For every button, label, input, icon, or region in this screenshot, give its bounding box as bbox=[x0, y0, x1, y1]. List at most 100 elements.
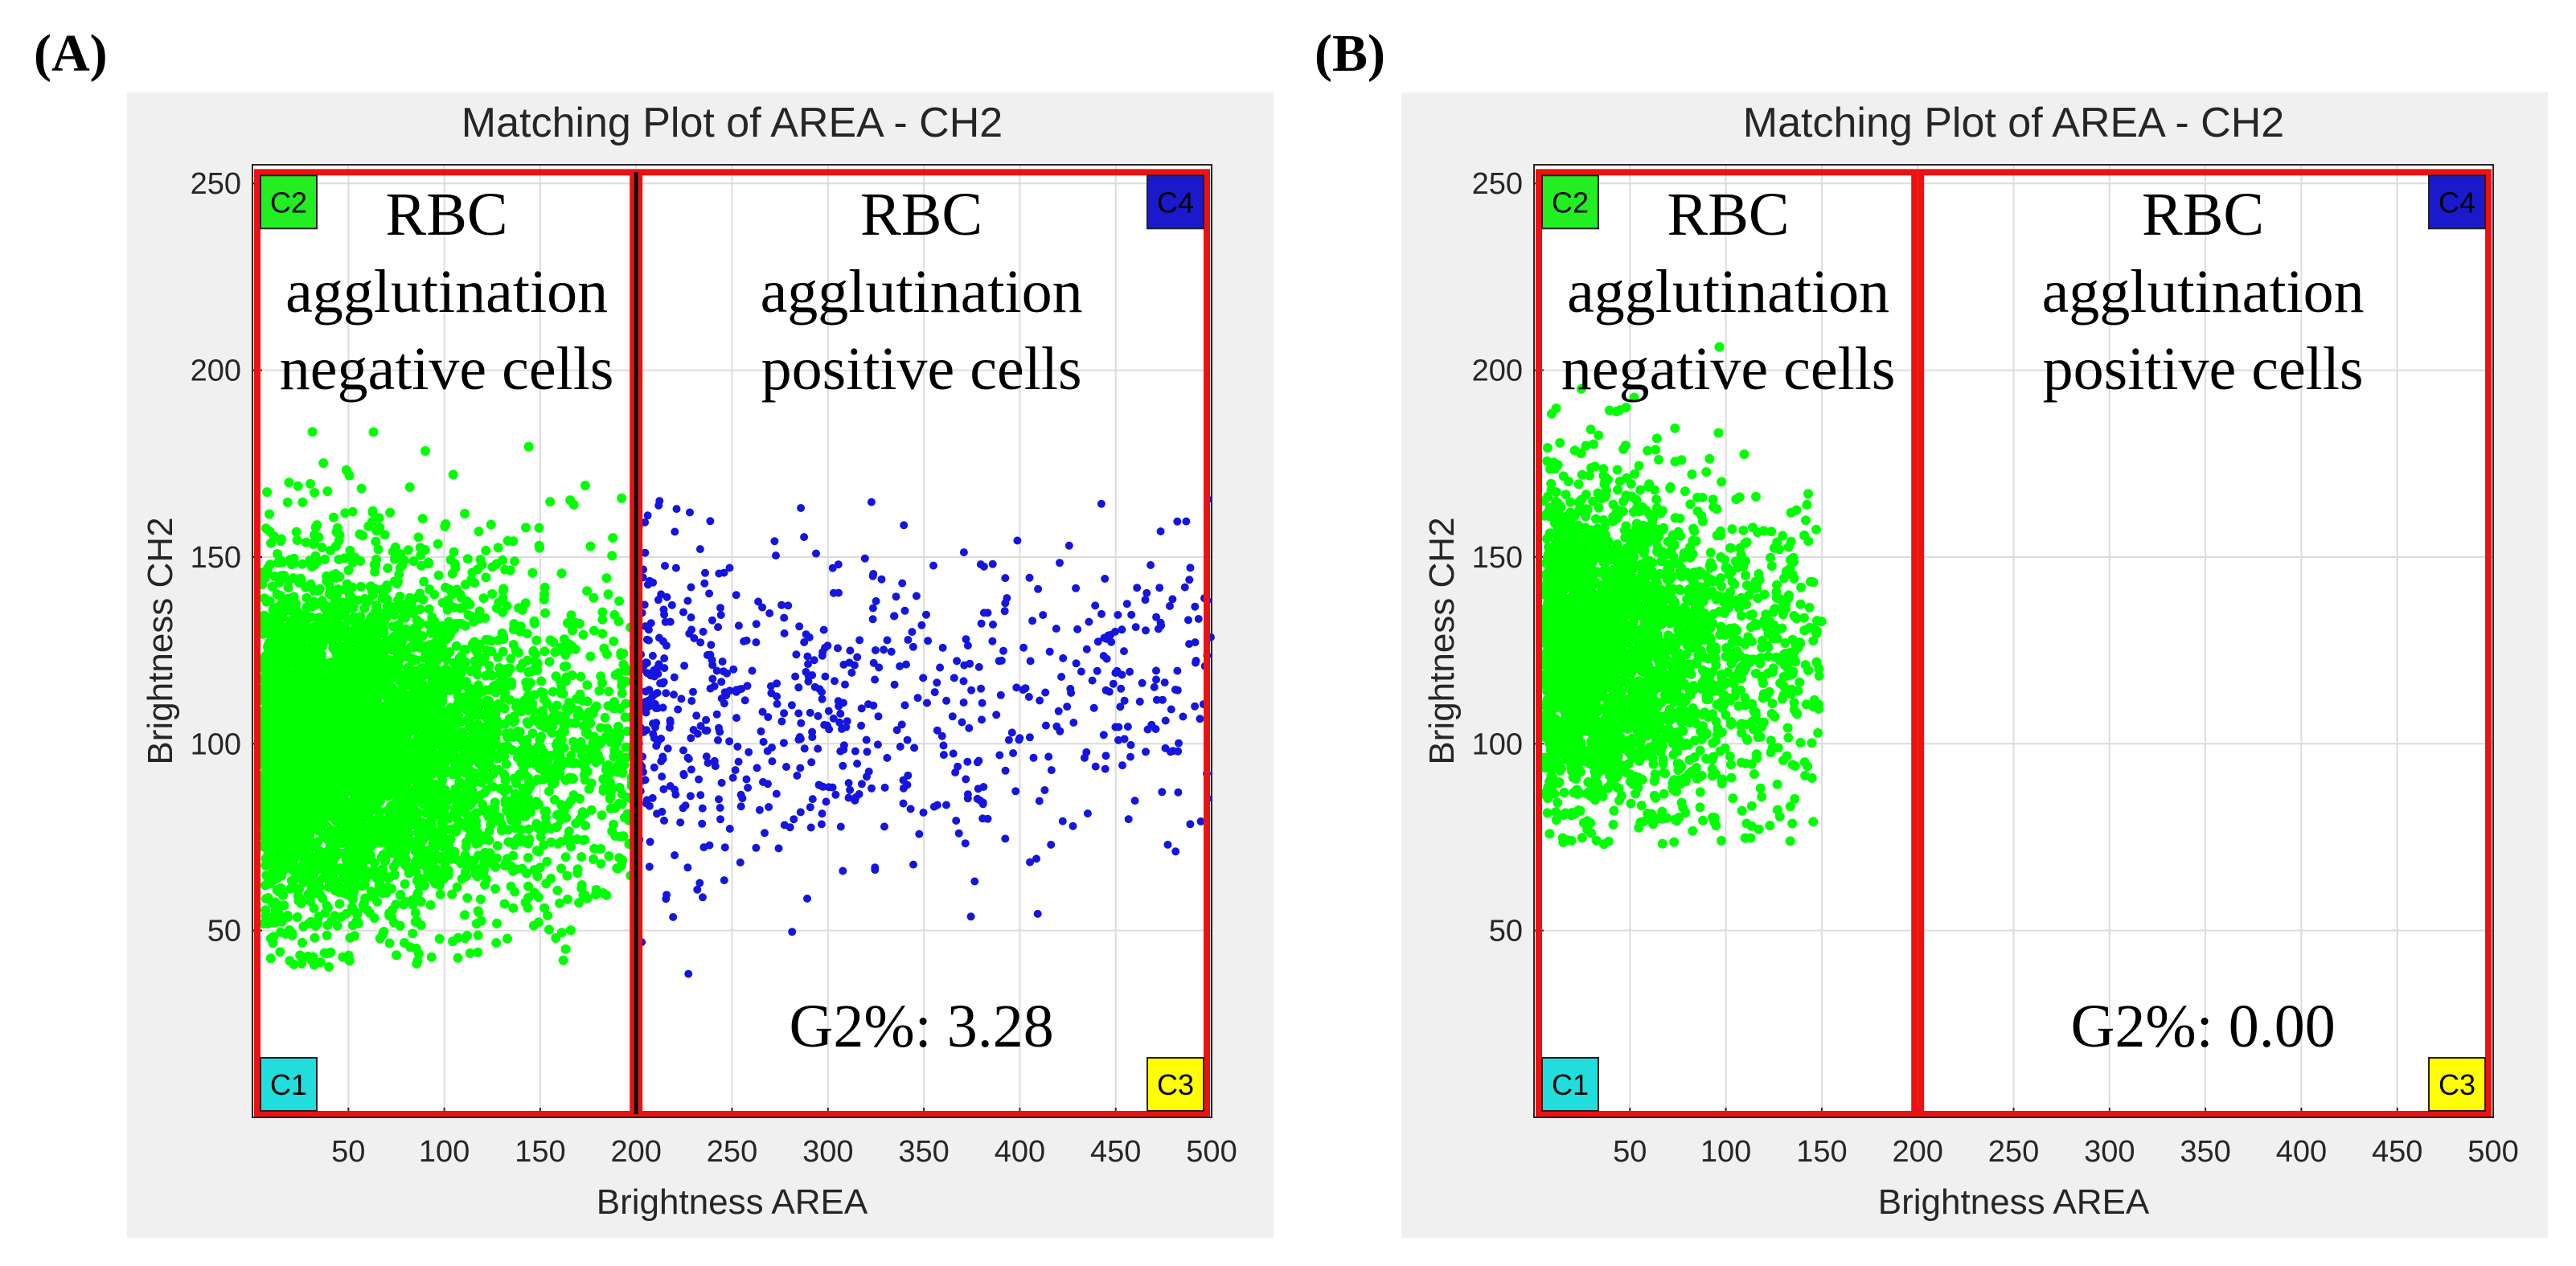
x-tick-label: 200 bbox=[610, 1135, 661, 1169]
data-point bbox=[264, 727, 274, 737]
data-point bbox=[310, 932, 320, 943]
data-point bbox=[582, 766, 593, 776]
data-point bbox=[351, 633, 362, 643]
data-point bbox=[471, 919, 482, 929]
data-point bbox=[464, 723, 474, 734]
data-point bbox=[614, 853, 625, 863]
data-point bbox=[490, 734, 501, 744]
data-point bbox=[341, 465, 351, 475]
data-point bbox=[479, 865, 490, 875]
data-point bbox=[576, 671, 586, 682]
data-point bbox=[383, 744, 393, 754]
data-point bbox=[502, 933, 512, 944]
data-point bbox=[310, 760, 321, 770]
data-point bbox=[476, 657, 486, 667]
data-point bbox=[505, 565, 515, 576]
data-point bbox=[600, 712, 610, 723]
data-point bbox=[413, 670, 424, 680]
data-point bbox=[308, 539, 318, 549]
data-point bbox=[292, 535, 302, 545]
data-point bbox=[399, 858, 409, 868]
data-point bbox=[523, 853, 533, 862]
data-point bbox=[434, 933, 445, 944]
data-point bbox=[517, 604, 527, 615]
data-point bbox=[481, 670, 491, 681]
data-point bbox=[465, 599, 475, 609]
data-point bbox=[460, 509, 470, 518]
data-point bbox=[508, 850, 519, 861]
data-point bbox=[460, 678, 470, 689]
data-point bbox=[419, 855, 429, 866]
data-point bbox=[453, 953, 463, 963]
data-point bbox=[288, 573, 298, 584]
data-point bbox=[266, 538, 276, 548]
data-point bbox=[388, 621, 398, 632]
data-point bbox=[379, 530, 390, 540]
data-point bbox=[367, 517, 377, 527]
data-point bbox=[272, 885, 282, 895]
data-point bbox=[584, 784, 594, 794]
data-point bbox=[447, 889, 457, 899]
data-point bbox=[378, 670, 388, 681]
data-point bbox=[545, 823, 556, 834]
data-point bbox=[301, 649, 311, 659]
data-point bbox=[481, 572, 491, 583]
data-point bbox=[391, 899, 401, 910]
data-point bbox=[487, 562, 498, 572]
data-point bbox=[474, 526, 484, 537]
data-point bbox=[472, 647, 482, 658]
data-point bbox=[448, 469, 458, 480]
data-point bbox=[557, 688, 568, 699]
data-point bbox=[365, 908, 375, 918]
data-point bbox=[603, 589, 613, 600]
data-point bbox=[319, 602, 330, 613]
data-point bbox=[418, 594, 429, 604]
data-point bbox=[355, 529, 365, 539]
data-point bbox=[462, 893, 473, 903]
data-point bbox=[582, 680, 593, 690]
data-point bbox=[450, 795, 461, 805]
data-point bbox=[402, 838, 412, 849]
data-point bbox=[334, 572, 345, 582]
data-point bbox=[494, 764, 504, 775]
data-point bbox=[564, 838, 575, 848]
data-point bbox=[552, 885, 563, 895]
data-point bbox=[607, 551, 617, 561]
data-point bbox=[509, 840, 519, 850]
data-point bbox=[593, 750, 603, 760]
data-point bbox=[410, 916, 420, 927]
data-point bbox=[568, 773, 579, 784]
data-point bbox=[494, 748, 505, 759]
data-point bbox=[597, 614, 608, 625]
data-point bbox=[534, 522, 544, 533]
data-point bbox=[310, 522, 321, 533]
data-point bbox=[604, 851, 614, 861]
data-point bbox=[387, 831, 397, 842]
x-axis-label: Brightness AREA bbox=[597, 1182, 868, 1222]
data-point bbox=[298, 877, 309, 887]
data-point bbox=[444, 617, 454, 627]
data-point bbox=[437, 772, 447, 782]
data-point bbox=[308, 952, 318, 962]
data-point bbox=[370, 567, 380, 577]
data-point bbox=[375, 806, 385, 817]
data-point bbox=[403, 545, 413, 555]
data-point bbox=[412, 958, 422, 969]
data-point bbox=[427, 641, 437, 652]
data-point bbox=[286, 593, 297, 604]
data-point bbox=[614, 782, 625, 793]
data-point bbox=[610, 670, 621, 680]
data-point bbox=[444, 813, 454, 823]
data-point bbox=[325, 584, 335, 594]
data-point bbox=[392, 950, 401, 961]
data-point bbox=[522, 717, 532, 727]
data-point bbox=[423, 559, 433, 569]
x-tick-label: 300 bbox=[802, 1135, 853, 1169]
data-point bbox=[473, 930, 483, 940]
data-point bbox=[518, 783, 528, 793]
data-point bbox=[556, 863, 566, 874]
data-point bbox=[451, 826, 461, 836]
data-point bbox=[329, 772, 339, 782]
data-point bbox=[498, 646, 508, 657]
